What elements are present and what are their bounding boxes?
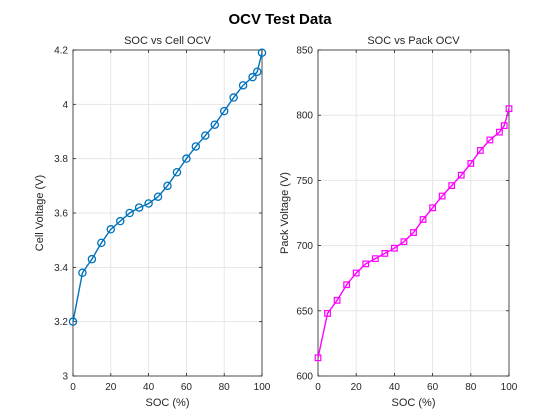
pack-ocv-data-point (333, 296, 341, 304)
pack-ocv-ytick-label: 650 (296, 306, 313, 317)
cell-ocv-xlabel: SOC (%) (146, 397, 190, 409)
cell-ocv-series-line (72, 52, 263, 322)
pack-ocv-data-point (500, 122, 508, 130)
pack-ocv-data-point (324, 310, 331, 317)
cell-ocv-ytick-label: 3.4 (54, 263, 68, 274)
pack-ocv-series-line (317, 108, 510, 358)
pack-ocv-xlabel: SOC (%) (392, 397, 436, 409)
pack-ocv-data-point (362, 260, 370, 268)
cell-ocv-xtick-label: 40 (143, 382, 155, 393)
cell-ocv-xtick-label: 80 (219, 382, 231, 393)
pack-ocv-ylabel: Pack Voltage (V) (279, 172, 291, 254)
cell-ocv-xtick-label: 100 (254, 382, 271, 393)
figure-title: OCV Test Data (228, 11, 332, 28)
pack-ocv-data-point (486, 136, 494, 144)
pack-ocv-xtick-label: 40 (389, 382, 401, 393)
pack-ocv-xtick-label: 80 (465, 382, 477, 393)
cell-ocv-data-point (153, 192, 163, 201)
cell-ocv-data-point (201, 131, 210, 140)
pack-ocv-data-point (400, 238, 408, 246)
cell-ocv-ylabel: Cell Voltage (V) (34, 175, 46, 251)
cell-ocv-data-point (97, 238, 106, 248)
pack-ocv-data-point (371, 255, 379, 263)
cell-ocv-data-point (125, 208, 134, 218)
cell-ocv-data-point (78, 268, 87, 278)
cell-ocv-data-point (163, 181, 172, 191)
pack-ocv-ytick-label: 750 (296, 176, 313, 187)
pack-ocv-data-point (467, 160, 475, 167)
pack-ocv-plot-area (318, 50, 509, 376)
cell-ocv-ytick-label: 3.6 (54, 209, 68, 220)
pack-ocv-data-point (352, 269, 360, 277)
pack-ocv-data-point (391, 244, 398, 252)
cell-ocv-data-point (134, 203, 144, 212)
axes-pack-ocv: 0 20 40 60 80 100 600 650 700 750 800 850 SOC vs Pac… (279, 35, 518, 409)
cell-ocv-ytick-label: 3.2 (54, 317, 68, 328)
cell-ocv-ytick-label: 4.2 (54, 46, 68, 57)
pack-ocv-data-point (314, 354, 322, 362)
cell-ocv-xtick-label: 60 (181, 382, 193, 393)
cell-ocv-data-point (182, 154, 191, 163)
cell-ocv-data-point (248, 72, 257, 82)
pack-ocv-data-point (381, 250, 389, 257)
pack-ocv-title: SOC vs Pack OCV (367, 35, 460, 47)
pack-ocv-data-point (457, 171, 465, 179)
cell-ocv-data-point (229, 93, 238, 102)
cell-ocv-data-point (219, 106, 229, 116)
cell-ocv-data-point (238, 81, 248, 90)
cell-ocv-data-point (144, 199, 153, 208)
cell-ocv-ytick-label: 3.8 (54, 154, 68, 165)
pack-ocv-axes-box (317, 49, 510, 377)
cell-ocv-data-point (253, 67, 262, 76)
cell-ocv-title: SOC vs Cell OCV (124, 35, 211, 47)
cell-ocv-ytick-label: 3 (62, 372, 68, 383)
pack-ocv-xtick-label: 100 (501, 382, 518, 393)
pack-ocv-xtick-label: 60 (427, 382, 439, 393)
cell-ocv-data-point (191, 142, 201, 151)
pack-ocv-data-point (429, 204, 436, 212)
pack-ocv-data-point (438, 192, 446, 200)
pack-ocv-xtick-label: 20 (351, 382, 363, 393)
pack-ocv-data-point (343, 281, 351, 289)
axes-cell-ocv: 0 20 40 60 80 100 3 3.2 3.4 3.6 3.8 4 4.2 SOC vs Cell… (34, 35, 271, 409)
pack-ocv-data-point (505, 105, 513, 113)
pack-ocv-data-point (496, 128, 503, 136)
pack-ocv-ytick-label: 800 (296, 111, 313, 122)
cell-ocv-xtick-label: 0 (70, 382, 76, 393)
cell-ocv-data-point (68, 317, 78, 326)
cell-ocv-data-point (87, 254, 97, 264)
pack-ocv-data-point (476, 147, 484, 154)
cell-ocv-data-point (106, 225, 116, 234)
pack-ocv-ytick-label: 850 (296, 46, 313, 57)
pack-ocv-ytick-label: 700 (296, 241, 313, 252)
cell-ocv-xtick-label: 20 (105, 382, 117, 393)
pack-ocv-ytick-label: 600 (296, 372, 313, 383)
cell-ocv-ytick-label: 4 (62, 100, 68, 111)
cell-ocv-data-point (116, 216, 125, 226)
pack-ocv-data-point (448, 182, 456, 190)
pack-ocv-data-point (419, 216, 427, 223)
cell-ocv-data-point (257, 48, 267, 57)
pack-ocv-xtick-label: 0 (315, 382, 321, 393)
pack-ocv-data-point (410, 229, 417, 236)
cell-ocv-data-point (210, 120, 219, 129)
cell-ocv-data-point (172, 167, 182, 177)
